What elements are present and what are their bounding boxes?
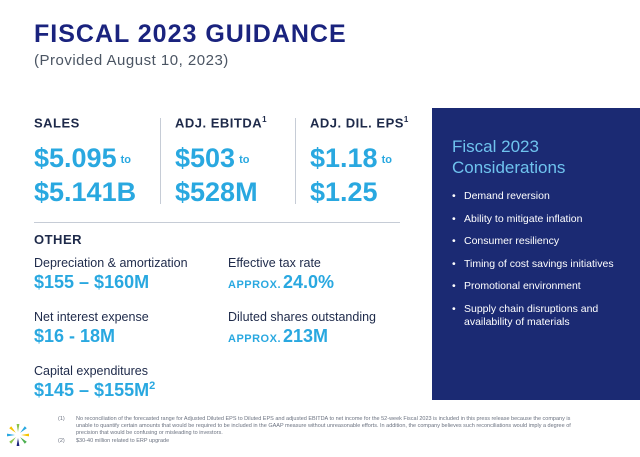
list-item: Ability to mitigate inflation — [452, 213, 632, 226]
metric-high-value: $5.141B — [34, 177, 137, 208]
metric-low-value: $5.095 to — [34, 143, 131, 174]
item-label: Effective tax rate — [228, 256, 321, 270]
burst-logo-icon — [7, 424, 29, 446]
footnotes: (1) No reconciliation of the forecasted r… — [58, 416, 578, 446]
list-item: Consumer resiliency — [452, 235, 632, 248]
other-item-tax-rate: Effective tax rate APPROX. 24.0% — [228, 256, 334, 293]
metric-high-value: $528M — [175, 177, 258, 208]
metric-adj-dil-eps: ADJ. DIL. EPS1 $1.18 to $1.25 — [310, 115, 409, 208]
item-value: $145 – $155M2 — [34, 380, 156, 400]
item-label: Net interest expense — [34, 310, 149, 324]
divider — [160, 118, 161, 204]
metric-low-value: $1.18 to — [310, 143, 392, 174]
footnote: (1) No reconciliation of the forecasted r… — [58, 416, 571, 436]
item-value: $16 - 18M — [34, 326, 116, 346]
metric-low-value: $503 to — [175, 143, 250, 174]
list-item: Promotional environment — [452, 280, 632, 293]
item-value: $155 – $160M — [34, 272, 150, 292]
item-value: APPROX. 213M — [228, 326, 329, 346]
metric-label: SALES — [34, 115, 80, 131]
other-item-depreciation: Depreciation & amortization $155 – $160M — [34, 256, 188, 293]
divider — [295, 118, 296, 204]
item-value: APPROX. 24.0% — [228, 272, 335, 292]
panel-title: Fiscal 2023 Considerations — [452, 137, 566, 177]
list-item: Demand reversion — [452, 190, 632, 203]
footnote: (2) $30-40 million related to ERP upgrade — [58, 438, 170, 444]
metric-adj-ebitda: ADJ. EBITDA1 $503 to $528M — [175, 115, 267, 208]
page-subtitle: (Provided August 10, 2023) — [34, 52, 229, 69]
considerations-panel: Fiscal 2023 Considerations Demand revers… — [432, 108, 640, 400]
item-label: Depreciation & amortization — [34, 256, 188, 270]
list-item: Supply chain disruptions and availabilit… — [452, 303, 632, 329]
other-item-shares: Diluted shares outstanding APPROX. 213M — [228, 310, 376, 347]
considerations-list: Demand reversion Ability to mitigate inf… — [452, 190, 632, 338]
list-item: Timing of cost savings initiatives — [452, 258, 632, 271]
item-label: Diluted shares outstanding — [228, 310, 377, 324]
item-label: Capital expenditures — [34, 364, 148, 378]
metric-sales: SALES $5.095 to $5.141B — [34, 115, 136, 208]
page-title: FISCAL 2023 GUIDANCE — [34, 20, 347, 48]
metric-label: ADJ. DIL. EPS1 — [310, 115, 409, 131]
divider — [34, 222, 400, 223]
metric-label: ADJ. EBITDA1 — [175, 115, 268, 131]
other-item-capex: Capital expenditures $145 – $155M2 — [34, 364, 155, 401]
other-heading: OTHER — [34, 232, 82, 247]
metric-high-value: $1.25 — [310, 177, 378, 208]
other-item-interest: Net interest expense $16 - 18M — [34, 310, 149, 347]
